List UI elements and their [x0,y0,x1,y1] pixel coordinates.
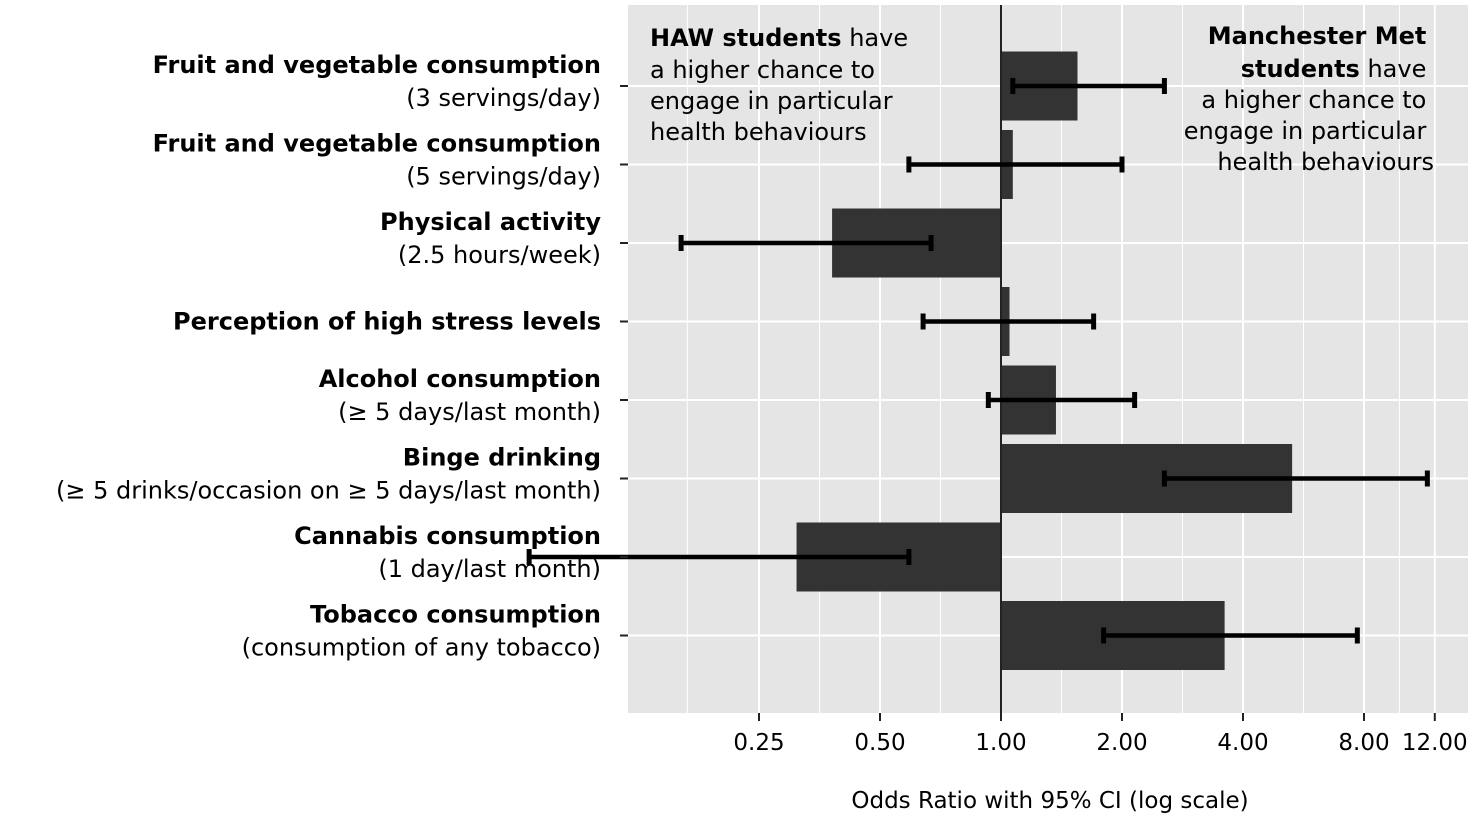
annotation-left: HAW students have a higher chance to eng… [650,24,916,146]
x-tick-label: 1.00 [975,730,1026,756]
errorbar-layer [526,78,1430,644]
error-bar [1010,78,1167,94]
category-sublabel: (3 servings/day) [406,84,601,112]
error-bar [1101,627,1360,644]
category-label: Binge drinking [403,444,601,472]
category-sublabel: (1 day/last month) [378,555,601,583]
category-labels: Fruit and vegetable consumption (3 servin… [56,51,628,662]
error-bar [906,156,1125,173]
annotation-right: Manchester Met students have a higher ch… [1184,22,1434,176]
category-sublabel: (≥ 5 drinks/occasion on ≥ 5 days/last mo… [56,477,601,505]
x-tick-label: 0.25 [733,730,784,756]
x-tick-label: 0.50 [854,730,905,756]
error-bar [920,313,1097,330]
x-tick-label: 8.00 [1338,730,1389,756]
plot-panel [628,5,1468,713]
x-tick-labels: 0.25 0.50 1.00 2.00 4.00 8.00 12.00 [733,713,1468,756]
annotation-right-bold-2: students [1241,55,1360,83]
error-bar [526,549,912,565]
annotation-right-bold-1: Manchester Met [1208,22,1427,50]
x-tick-label: 2.00 [1096,730,1147,756]
category-label: Alcohol consumption [319,365,601,393]
category-label: Fruit and vegetable consumption [153,51,601,79]
x-axis-title: Odds Ratio with 95% CI (log scale) [851,788,1248,814]
category-label: Cannabis consumption [294,522,601,550]
category-label: Fruit and vegetable consumption [153,130,601,158]
error-bar [1161,470,1430,487]
error-bar [678,235,934,251]
error-bar [985,392,1138,408]
category-sublabel: (≥ 5 days/last month) [338,398,601,426]
category-label: Tobacco consumption [310,601,601,629]
category-label: Physical activity [380,208,601,236]
category-label: Perception of high stress levels [173,308,601,336]
category-sublabel: (2.5 hours/week) [398,241,601,269]
x-tick-label: 12.00 [1402,730,1468,756]
x-tick-label: 4.00 [1217,730,1268,756]
category-sublabel: (5 servings/day) [406,163,601,191]
annotation-left-bold: HAW students [650,24,842,52]
category-sublabel: (consumption of any tobacco) [242,634,601,662]
